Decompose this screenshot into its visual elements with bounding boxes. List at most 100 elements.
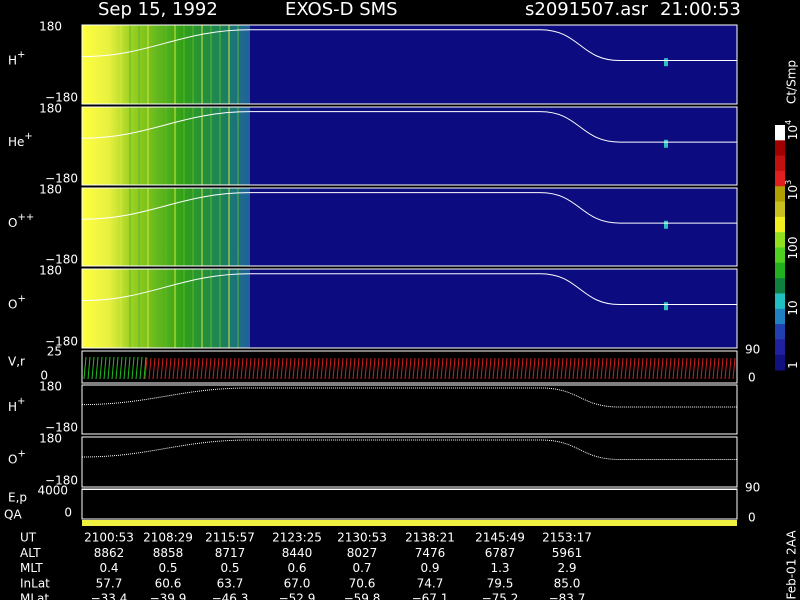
y2-tick-label: 90 (745, 481, 760, 495)
velocity-vector (408, 357, 412, 380)
cell: −67.1 (412, 592, 449, 600)
spectrogram-stripe (201, 188, 203, 266)
spectrogram-stripe (219, 25, 221, 104)
velocity-vector (476, 357, 480, 380)
spectrogram-stripe (165, 25, 167, 104)
cell: −39.9 (150, 592, 187, 600)
trajectory-line (81, 29, 737, 62)
spectrogram-stripe (237, 25, 239, 104)
velocity-vector (252, 357, 256, 380)
cell: 85.0 (554, 576, 581, 590)
trajectory-line (81, 273, 737, 306)
velocity-vector (600, 357, 604, 380)
velocity-vector (344, 357, 348, 380)
qa-label: QA (4, 508, 22, 522)
velocity-vector (312, 357, 316, 380)
y-tick-label: −180 (45, 421, 78, 435)
velocity-vector (680, 357, 684, 380)
velocity-vector (216, 357, 220, 380)
velocity-vector (716, 357, 720, 380)
panel-frame (81, 24, 738, 105)
velocity-vector (160, 357, 164, 380)
velocity-vector (144, 357, 148, 380)
velocity-vector (656, 357, 660, 380)
cell: 8717 (215, 546, 246, 560)
velocity-vector (372, 357, 376, 380)
velocity-vector (396, 357, 400, 380)
ion: He (8, 135, 24, 149)
charge: + (24, 131, 32, 142)
spectrogram-stripe (183, 25, 185, 104)
row-label: MLT (20, 561, 43, 575)
velocity-vector (588, 357, 592, 380)
velocity-vector (380, 357, 384, 380)
cell: 57.7 (96, 576, 123, 590)
velocity-vector (684, 357, 688, 380)
velocity-vector (168, 357, 172, 380)
velocity-vector (500, 357, 504, 380)
velocity-vector (496, 357, 500, 380)
velocity-vector (644, 357, 648, 380)
velocity-vector (111, 356, 115, 380)
velocity-vector (440, 357, 444, 380)
panel-label: H+ (8, 396, 25, 414)
spectrogram-stripe (183, 107, 185, 185)
velocity-vector (340, 357, 344, 380)
velocity-vector (720, 357, 724, 380)
velocity-vector (620, 357, 624, 380)
velocity-vector (456, 357, 460, 380)
colorbar-tick-label: 1 (786, 361, 800, 369)
velocity-vector (444, 357, 448, 380)
y-tick-label: −180 (45, 335, 78, 349)
cell: 79.5 (487, 576, 514, 590)
spectrogram-stripe (237, 188, 239, 266)
cell: 2153:17 (542, 531, 592, 545)
velocity-vector (700, 357, 704, 380)
colorbar-swatch (775, 140, 785, 157)
colorbar-swatch (775, 339, 785, 356)
spectrogram-stripe (201, 25, 203, 104)
y-tick-label: 180 (39, 102, 62, 116)
velocity-vector (220, 357, 224, 380)
spectrogram-stripe (120, 25, 122, 104)
velocity-vector (276, 357, 280, 380)
tick-base: 10 (786, 185, 800, 200)
velocity-vector (240, 357, 244, 380)
velocity-vector (528, 357, 532, 380)
velocity-vector (604, 357, 608, 380)
cell: 8858 (153, 546, 184, 560)
header-time: 21:00:53 (660, 0, 741, 20)
velocity-vector (156, 357, 160, 380)
y-tick-label: −180 (45, 474, 78, 488)
header-instrument: EXOS-D SMS (285, 0, 398, 20)
spectrogram-stripe (192, 107, 194, 185)
velocity-vector (544, 357, 548, 380)
velocity-vector (83, 356, 87, 380)
velocity-vector (480, 357, 484, 380)
velocity-vector (360, 357, 364, 380)
velocity-vector (712, 357, 716, 380)
velocity-vector (336, 357, 340, 380)
velocity-vector (452, 357, 456, 380)
velocity-vector (208, 357, 212, 380)
velocity-vector (192, 357, 196, 380)
velocity-vector (139, 356, 143, 380)
velocity-vector (432, 357, 436, 380)
velocity-vector (464, 357, 468, 380)
spectrogram-stripe (174, 107, 176, 185)
row-label: UT (20, 531, 37, 545)
velocity-vector (320, 357, 324, 380)
row-label: ALT (20, 546, 41, 560)
spectrogram-spot (664, 58, 668, 67)
velocity-vector (143, 356, 147, 380)
colorbar-swatch (775, 354, 785, 371)
velocity-vector (300, 357, 304, 380)
velocity-vector (356, 357, 360, 380)
y-tick-label: −180 (45, 253, 78, 267)
velocity-vector (212, 357, 216, 380)
colorbar-tick-label: 103 (784, 180, 800, 200)
y-tick-label: 180 (39, 432, 62, 446)
spectrogram-stripe (138, 188, 140, 266)
spectrogram-stripe (219, 269, 221, 348)
